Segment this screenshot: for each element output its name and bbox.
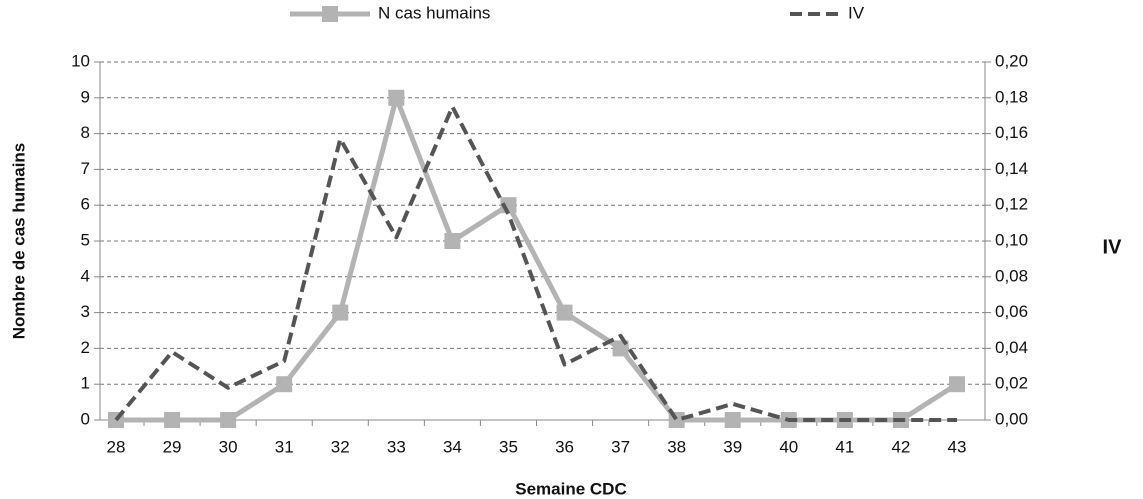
legend-marker: [322, 6, 338, 22]
x-tick-label: 33: [387, 437, 406, 456]
y2-tick-label: 0,14: [995, 159, 1028, 178]
data-point: [164, 412, 181, 428]
x-tick-label: 38: [667, 437, 686, 456]
x-tick-label: 30: [219, 437, 238, 456]
y-tick-label: 8: [81, 123, 90, 142]
y-tick-label: 10: [71, 51, 90, 70]
x-tick-label: 34: [443, 437, 462, 456]
data-point: [332, 304, 349, 321]
x-tick-label: 29: [163, 437, 182, 456]
y2-tick-label: 0,18: [995, 87, 1028, 106]
y2-tick-label: 0,00: [995, 409, 1028, 428]
x-tick-label: 37: [611, 437, 630, 456]
data-point: [388, 89, 405, 106]
data-point: [220, 412, 237, 428]
y-tick-label: 4: [81, 266, 90, 285]
data-point: [444, 233, 461, 249]
x-tick-label: 36: [555, 437, 574, 456]
y2-tick-label: 0,10: [995, 230, 1028, 249]
y-tick-label: 0: [81, 409, 90, 428]
y-tick-label: 6: [81, 195, 90, 214]
x-tick-label: 42: [891, 437, 910, 456]
y2-tick-label: 0,16: [995, 123, 1028, 142]
y2-tick-label: 0,02: [995, 374, 1028, 393]
x-tick-label: 40: [779, 437, 798, 456]
x-tick-label: 39: [723, 437, 742, 456]
y2-tick-label: 0,04: [995, 338, 1028, 357]
y-tick-label: 2: [81, 338, 90, 357]
y-tick-label: 5: [81, 230, 90, 249]
x-tick-label: 43: [948, 437, 967, 456]
y-axis-title: Nombre de cas humains: [9, 143, 28, 340]
y-tick-label: 7: [81, 159, 90, 178]
legend-label: N cas humains: [378, 3, 490, 22]
y2-axis-title: IV: [1103, 236, 1123, 258]
x-tick-label: 35: [499, 437, 518, 456]
x-tick-label: 32: [331, 437, 350, 456]
data-point: [276, 376, 293, 393]
x-tick-label: 31: [275, 437, 294, 456]
legend-label: IV: [848, 3, 865, 22]
y2-tick-label: 0,12: [995, 195, 1028, 214]
x-tick-label: 28: [107, 437, 126, 456]
series-line: [114, 104, 957, 422]
series-line: [116, 95, 959, 423]
data-point: [949, 376, 965, 393]
y-tick-label: 1: [81, 374, 90, 393]
x-axis-title: Semaine CDC: [515, 479, 626, 498]
y2-tick-label: 0,08: [995, 266, 1028, 285]
y2-tick-label: 0,06: [995, 302, 1028, 321]
x-tick-label: 41: [835, 437, 854, 456]
data-point: [724, 412, 741, 428]
y2-tick-label: 0,20: [995, 51, 1028, 70]
y-tick-label: 3: [81, 302, 90, 321]
data-point: [556, 304, 573, 321]
y-tick-label: 9: [81, 87, 90, 106]
